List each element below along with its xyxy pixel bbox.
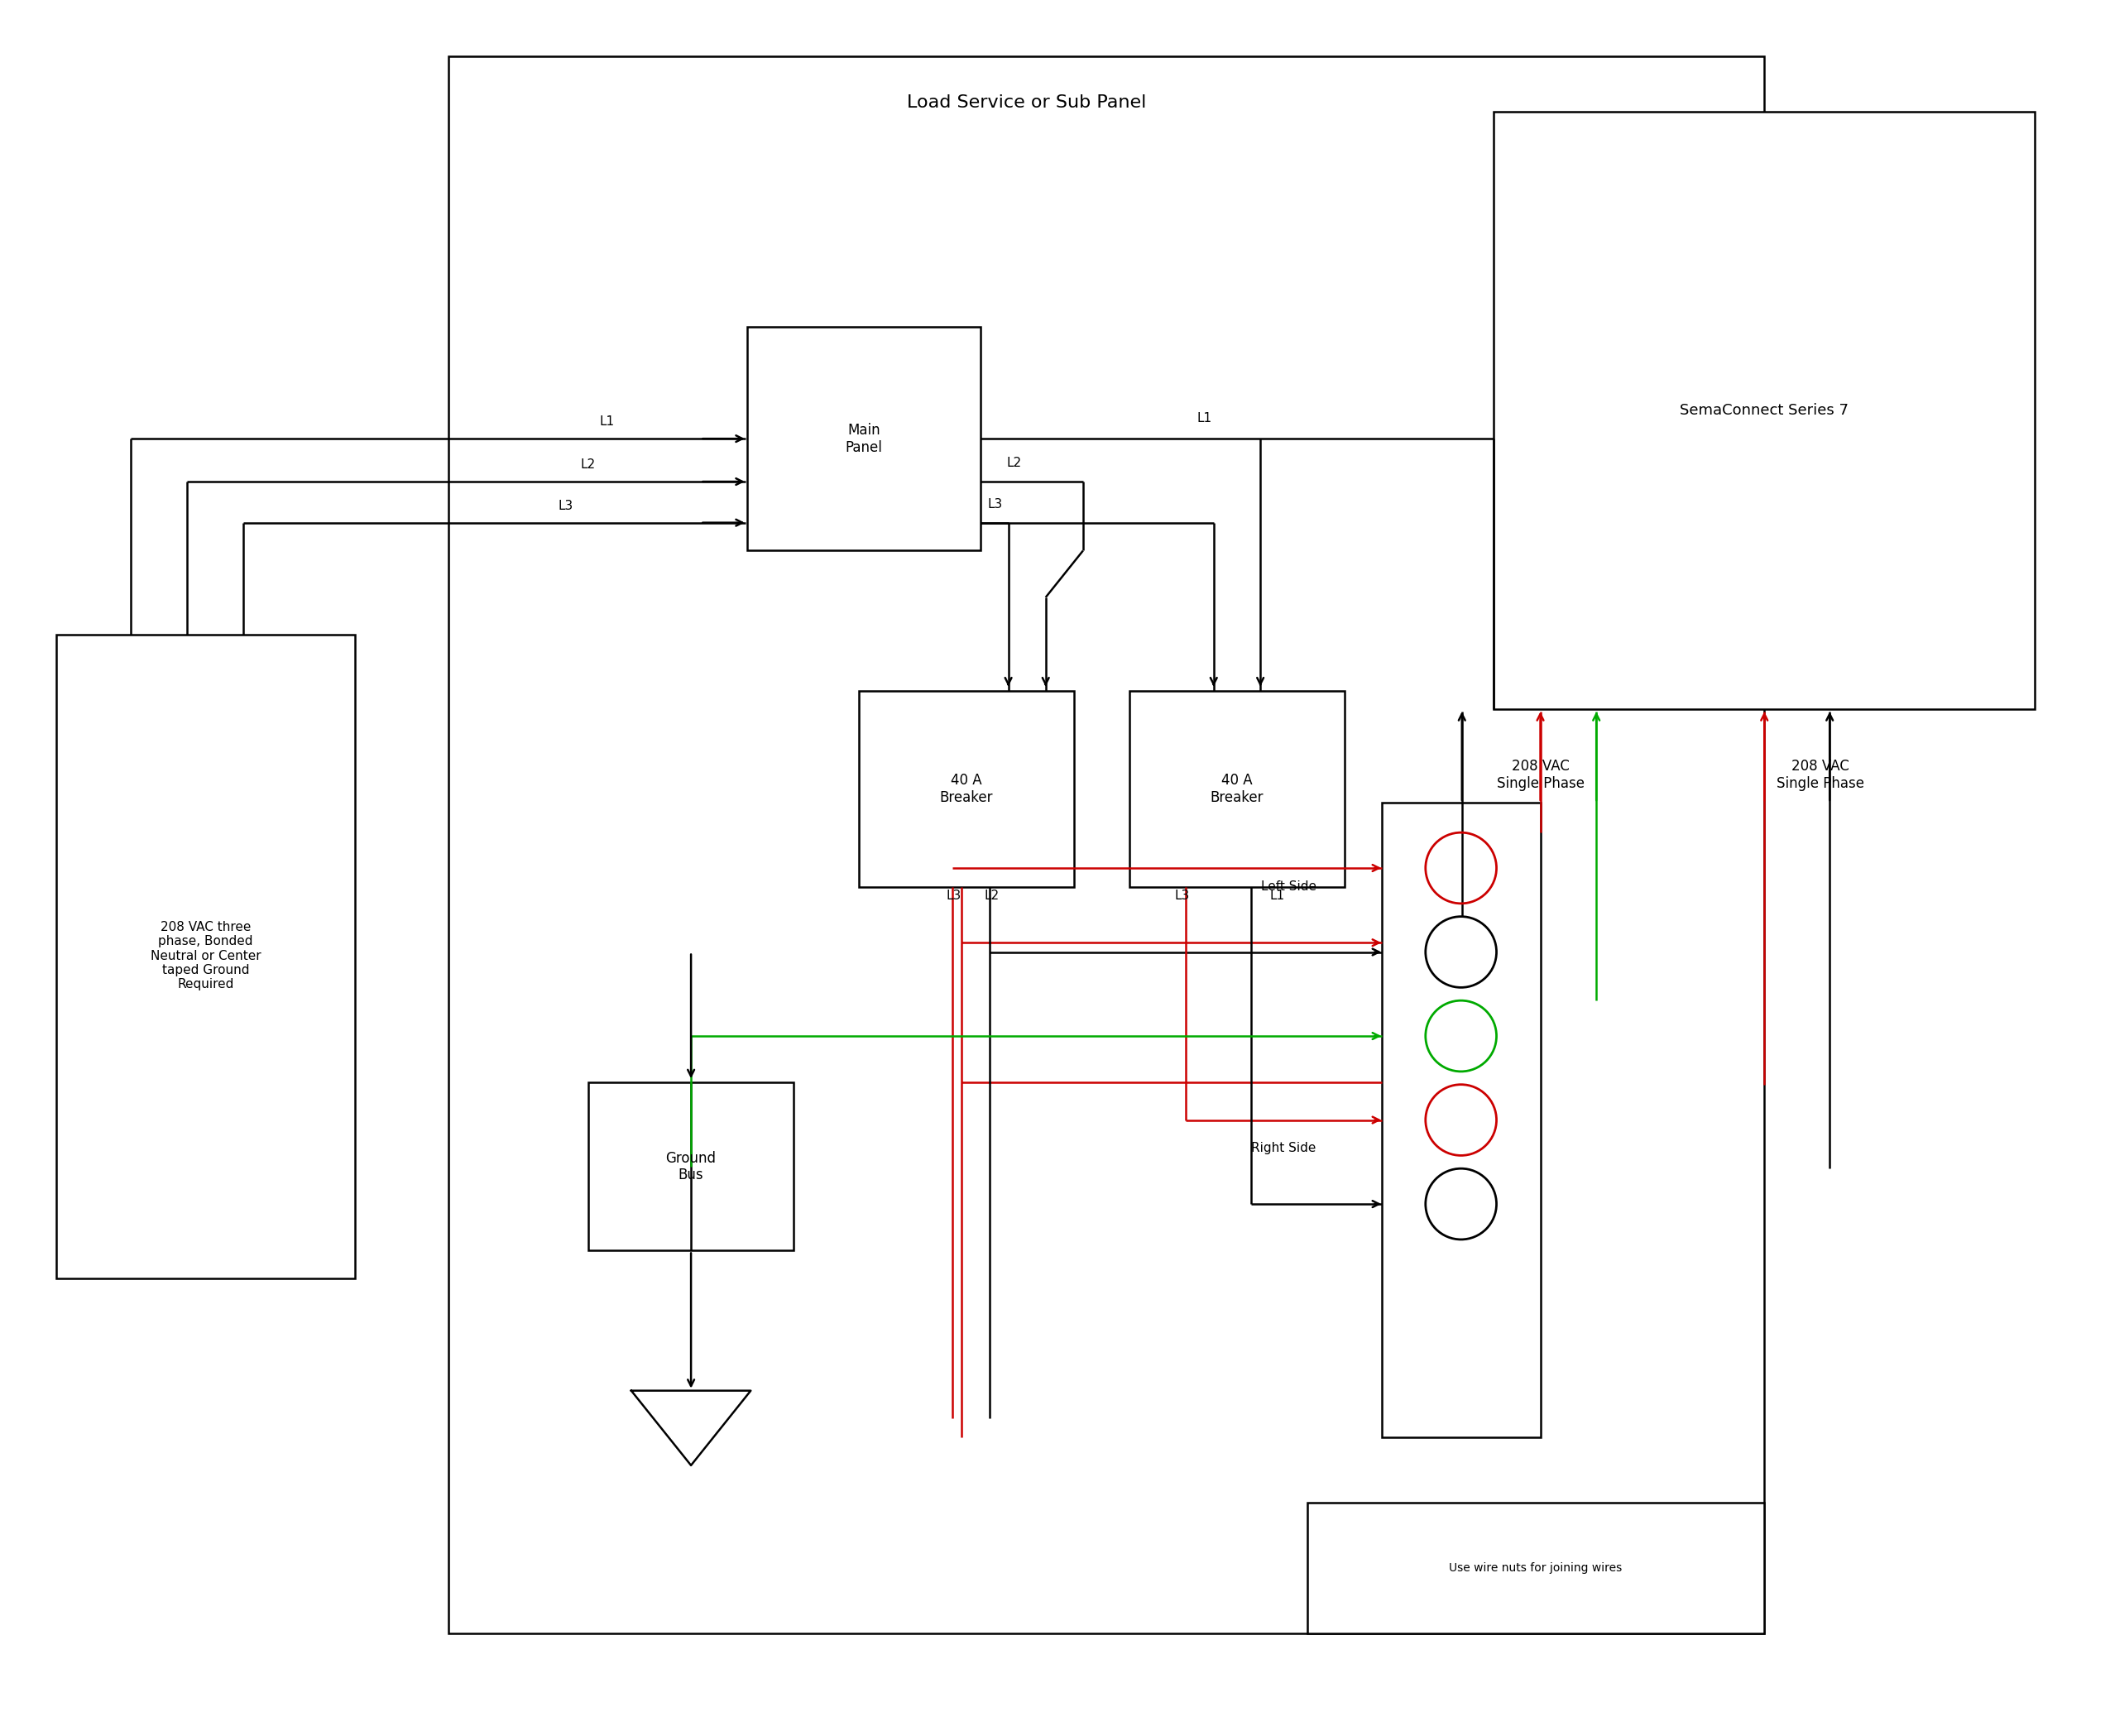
Text: 208 VAC three
phase, Bonded
Neutral or Center
taped Ground
Required: 208 VAC three phase, Bonded Neutral or C… [150, 920, 262, 991]
Bar [589, 1083, 793, 1250]
Text: SemaConnect Series 7: SemaConnect Series 7 [1680, 403, 1848, 418]
Text: 40 A
Breaker: 40 A Breaker [1211, 773, 1264, 806]
Text: L3: L3 [947, 891, 962, 903]
Bar [1306, 1503, 1764, 1634]
Text: L1: L1 [1270, 891, 1285, 903]
Text: Left Side: Left Side [1262, 880, 1317, 892]
Text: L3: L3 [1175, 891, 1190, 903]
Bar [747, 326, 981, 550]
Text: 40 A
Breaker: 40 A Breaker [939, 773, 994, 806]
Text: Right Side: Right Side [1251, 1142, 1317, 1154]
Text: Ground
Bus: Ground Bus [667, 1151, 715, 1182]
Bar [1382, 802, 1540, 1437]
Bar [57, 635, 354, 1279]
Text: Use wire nuts for joining wires: Use wire nuts for joining wires [1450, 1562, 1623, 1575]
Text: L3: L3 [987, 498, 1002, 510]
Text: Main
Panel: Main Panel [846, 422, 882, 455]
Bar [859, 691, 1074, 887]
Text: L3: L3 [559, 500, 574, 512]
Bar [1129, 691, 1344, 887]
Bar [447, 56, 1764, 1634]
Text: L2: L2 [983, 891, 998, 903]
Text: 208 VAC
Single Phase: 208 VAC Single Phase [1777, 759, 1863, 790]
Text: L2: L2 [580, 458, 595, 470]
Text: L1: L1 [599, 415, 614, 429]
Bar [1494, 113, 2034, 710]
Text: L2: L2 [1006, 457, 1021, 469]
Text: 208 VAC
Single Phase: 208 VAC Single Phase [1496, 759, 1585, 790]
Text: Load Service or Sub Panel: Load Service or Sub Panel [907, 94, 1146, 111]
Text: L1: L1 [1196, 411, 1211, 424]
